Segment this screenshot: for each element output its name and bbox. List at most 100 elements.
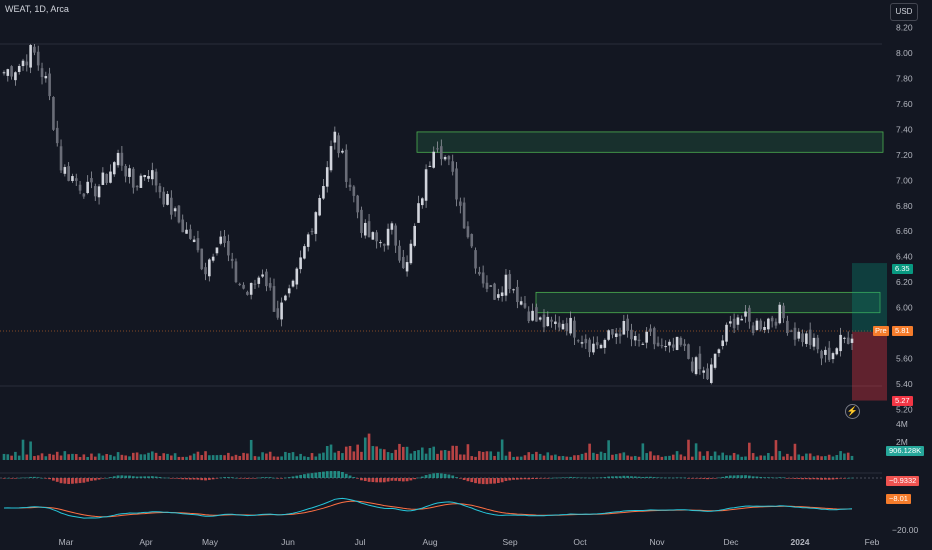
price-tick-label: 7.60 [896, 99, 913, 109]
symbol-title[interactable]: WEAT, 1D, Arca [5, 4, 69, 14]
histogram-bar [736, 475, 740, 478]
histogram-bar [314, 472, 318, 478]
histogram-bar [782, 477, 785, 479]
lightning-icon[interactable]: ⚡ [845, 404, 860, 419]
candle-body [679, 337, 683, 345]
volume-bar [337, 450, 340, 460]
volume-bar [6, 454, 10, 460]
volume-bar [196, 451, 200, 460]
candle-body [128, 168, 131, 177]
volume-bar [774, 440, 778, 460]
histogram-bar [40, 477, 44, 479]
volume-bar [280, 456, 283, 460]
candle-body [459, 201, 462, 206]
volume-bar [451, 445, 455, 460]
candle-body [557, 322, 561, 328]
long-position-tool[interactable] [852, 263, 887, 401]
volume-bar [831, 456, 835, 460]
histogram-bar [25, 477, 29, 479]
volume-bar [717, 455, 721, 460]
volume-bar [162, 453, 166, 460]
candle-body [611, 329, 614, 335]
candle-body [261, 274, 264, 277]
candle-body [675, 336, 679, 350]
histogram-bar [386, 478, 390, 482]
histogram-bar [725, 476, 728, 478]
candle-body [204, 267, 207, 275]
candle-body [280, 302, 283, 320]
histogram-bar [424, 475, 428, 478]
histogram-bar [185, 478, 188, 480]
histogram-bar [29, 476, 33, 478]
volume-bar [808, 453, 812, 460]
volume-bar [352, 451, 356, 460]
histogram-bar [656, 477, 660, 478]
volume-bar [675, 451, 679, 460]
currency-button[interactable]: USD [890, 3, 918, 21]
volume-bar [805, 453, 808, 460]
candle-body [420, 198, 424, 206]
volume-bar [166, 453, 169, 460]
pre-market-label: Pre [873, 326, 889, 336]
volume-bar [443, 450, 447, 460]
histogram-bar [637, 476, 641, 478]
candle-body [322, 185, 325, 199]
candle-body [493, 283, 496, 300]
volume-bar [668, 455, 671, 460]
candle-body [238, 283, 242, 285]
histogram-bar [280, 478, 283, 479]
candle-body [131, 168, 135, 188]
histogram-bar [261, 477, 264, 478]
candle-body [554, 321, 557, 324]
candle-body [523, 303, 527, 308]
histogram-bar [356, 478, 360, 479]
histogram-bar [842, 478, 846, 479]
volume-bar [592, 452, 595, 460]
candle-body [546, 316, 550, 327]
histogram-bar [850, 477, 854, 479]
histogram-bar [371, 478, 375, 483]
histogram-bar [565, 477, 569, 478]
candle-body [512, 289, 515, 291]
volume-bar [401, 446, 405, 460]
candle-body [158, 186, 162, 193]
volume-bar [90, 453, 93, 460]
histogram-bar [827, 478, 831, 480]
volume-bar [637, 456, 641, 460]
loss-zone [852, 331, 887, 401]
histogram-bar [645, 476, 649, 478]
candle-body [276, 308, 280, 318]
candle-body [721, 340, 725, 347]
histogram-bar [671, 477, 675, 479]
histogram-bar [310, 473, 314, 478]
candle-body [14, 72, 17, 81]
volume-bar [459, 454, 462, 460]
histogram-bar [436, 473, 439, 478]
candle-body [295, 268, 299, 285]
volume-bar [413, 451, 416, 460]
histogram-bar [105, 477, 109, 479]
histogram-bar [226, 477, 230, 478]
histogram-bar [614, 476, 618, 478]
candle-body [595, 342, 599, 346]
candle-body [462, 202, 466, 229]
volume-bar [512, 456, 515, 460]
candle-body [683, 343, 686, 346]
histogram-bar [580, 477, 584, 479]
time-axis-label: Sep [502, 537, 517, 547]
candle-body [793, 327, 797, 340]
histogram-bar [379, 478, 382, 483]
volume-bar [173, 453, 177, 460]
volume-bar [618, 453, 622, 460]
volume-bar [223, 455, 226, 460]
candle-body [755, 320, 759, 331]
histogram-bar [131, 476, 135, 478]
histogram-bar [188, 478, 192, 480]
candle-body [535, 307, 538, 322]
histogram-bar [223, 477, 226, 478]
supply-zones[interactable] [416, 131, 884, 314]
candle-body [432, 151, 436, 168]
histogram-bar [717, 477, 721, 479]
volume-bar [645, 453, 648, 460]
